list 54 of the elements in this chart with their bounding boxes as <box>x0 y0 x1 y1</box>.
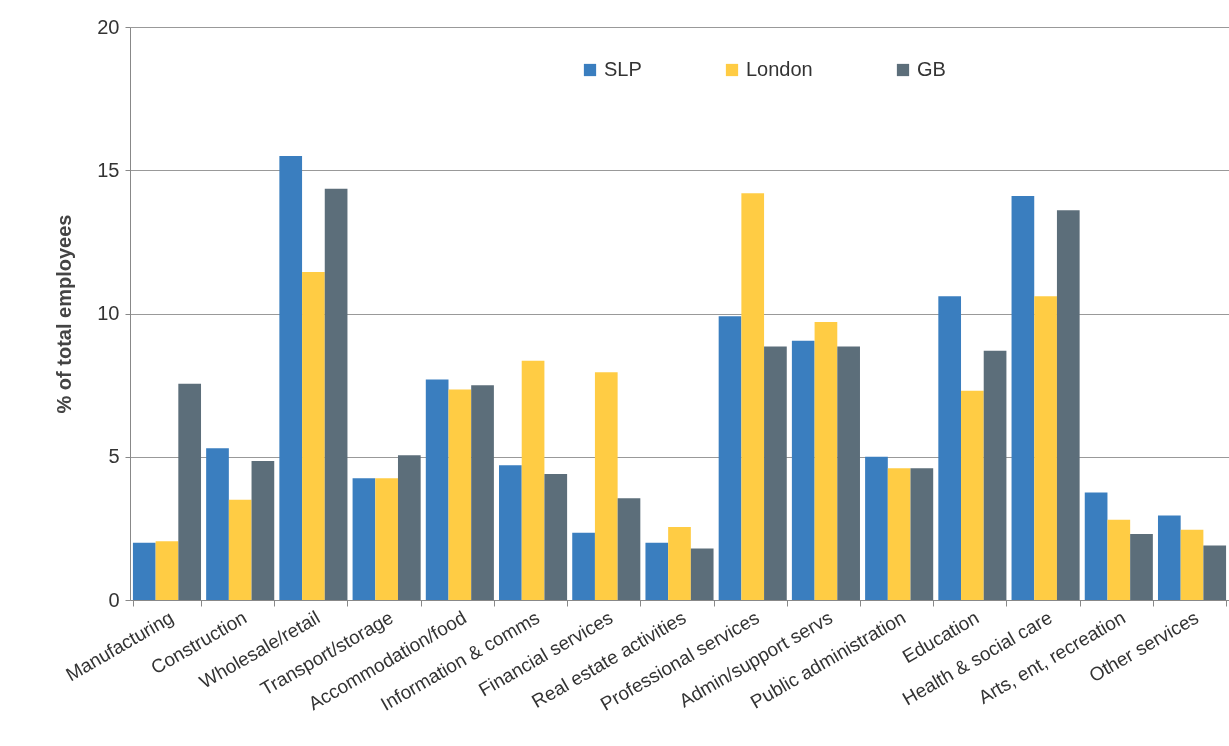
bar <box>1034 296 1057 600</box>
bar <box>617 498 641 600</box>
bar <box>279 155 303 600</box>
bar <box>938 296 962 600</box>
bar <box>1180 529 1204 600</box>
bar <box>983 350 1007 600</box>
y-tick-label: 20 <box>97 15 120 38</box>
bar <box>594 372 618 600</box>
bar <box>155 541 179 600</box>
bar <box>544 473 568 600</box>
bar <box>375 478 398 600</box>
bar <box>425 379 449 600</box>
bar <box>178 383 202 600</box>
y-tick-label: 10 <box>97 302 120 324</box>
bar <box>572 532 595 600</box>
bar <box>668 526 691 600</box>
y-tick-label: 0 <box>108 588 120 611</box>
bar <box>814 322 838 600</box>
bar <box>499 465 522 600</box>
bar <box>228 499 252 600</box>
bar <box>324 188 348 600</box>
y-tick-label: 15 <box>97 158 120 181</box>
bar <box>910 468 934 600</box>
bar <box>1157 515 1181 600</box>
legend-label: GB <box>917 58 946 80</box>
bar <box>352 478 376 600</box>
bar <box>1107 519 1131 600</box>
bar <box>397 455 421 600</box>
bar <box>837 346 860 600</box>
bar <box>1056 210 1080 600</box>
bar <box>764 346 787 600</box>
bar <box>1011 196 1035 600</box>
bar <box>961 390 984 600</box>
bar <box>251 461 275 600</box>
bar <box>887 468 911 600</box>
bar <box>1130 534 1153 600</box>
bar <box>206 448 229 600</box>
bar <box>791 340 815 600</box>
bar <box>448 389 472 600</box>
bar <box>718 316 742 600</box>
bar <box>645 542 669 600</box>
bar <box>132 542 156 600</box>
bar <box>471 385 494 600</box>
bar <box>302 271 325 600</box>
bar <box>741 193 765 600</box>
legend-label: London <box>746 58 813 80</box>
y-tick-label: 5 <box>108 445 120 468</box>
bar <box>865 456 888 600</box>
legend-label: SLP <box>604 58 642 80</box>
bar <box>690 548 714 600</box>
bar <box>1084 492 1108 600</box>
bar <box>521 360 545 600</box>
y-axis-title: % of total employees <box>53 214 76 414</box>
bar <box>1203 545 1227 600</box>
